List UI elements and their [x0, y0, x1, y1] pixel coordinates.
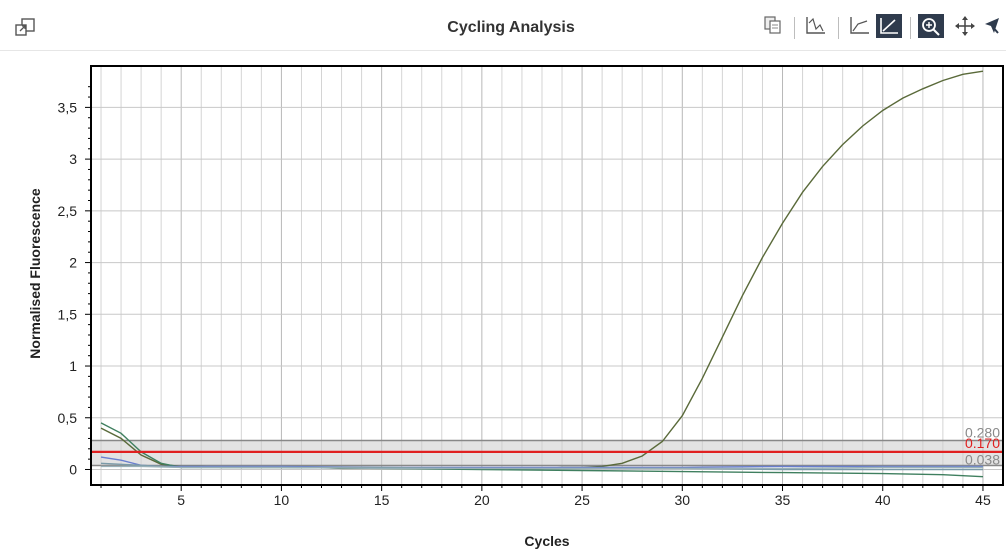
threshold-label: 0.170 [965, 435, 1000, 451]
y-tick-label: 0 [69, 461, 77, 477]
copy-icon[interactable] [763, 15, 783, 35]
popout-icon[interactable] [14, 17, 36, 39]
y-axis-label: Normalised Fluorescence [27, 188, 43, 359]
plot-area [91, 66, 1003, 485]
y-tick-label: 3 [69, 151, 77, 167]
x-tick-label: 20 [474, 492, 490, 508]
log-scale-icon[interactable] [848, 15, 872, 37]
y-tick-label: 1 [69, 358, 77, 374]
zoom-icon[interactable] [918, 14, 944, 38]
y-tick-label: 0,5 [58, 410, 78, 426]
x-tick-label: 15 [374, 492, 390, 508]
threshold-label: 0.280 [965, 425, 1000, 441]
window-title: Cycling Analysis [447, 19, 575, 36]
x-tick-label: 5 [177, 492, 185, 508]
x-tick-label: 25 [574, 492, 590, 508]
y-tick-label: 1,5 [58, 306, 78, 322]
threshold-label: 0.038 [965, 452, 1000, 468]
toolbar-separator [838, 17, 839, 39]
threshold-band [91, 440, 1003, 466]
select-pointer-icon[interactable] [982, 15, 1002, 37]
toolbar-separator [910, 17, 911, 39]
x-tick-label: 35 [775, 492, 791, 508]
y-tick-label: 3,5 [58, 99, 78, 115]
series-line-5[interactable] [101, 465, 983, 470]
toolbar-separator [794, 17, 795, 39]
linear-scale-icon[interactable] [804, 15, 828, 37]
y-tick-label: 2 [69, 255, 77, 271]
y-tick-label: 2,5 [58, 203, 78, 219]
auto-scale-icon[interactable] [876, 14, 902, 38]
x-tick-label: 40 [875, 492, 891, 508]
plot-frame [90, 65, 1004, 486]
pan-icon[interactable] [954, 15, 976, 37]
x-tick-label: 30 [675, 492, 691, 508]
x-tick-label: 45 [975, 492, 991, 508]
series-line-4[interactable] [100, 462, 983, 471]
x-tick-label: 10 [274, 492, 290, 508]
x-axis-label: Cycles [524, 533, 569, 549]
title-bar: Cycling Analysis [0, 0, 1006, 51]
